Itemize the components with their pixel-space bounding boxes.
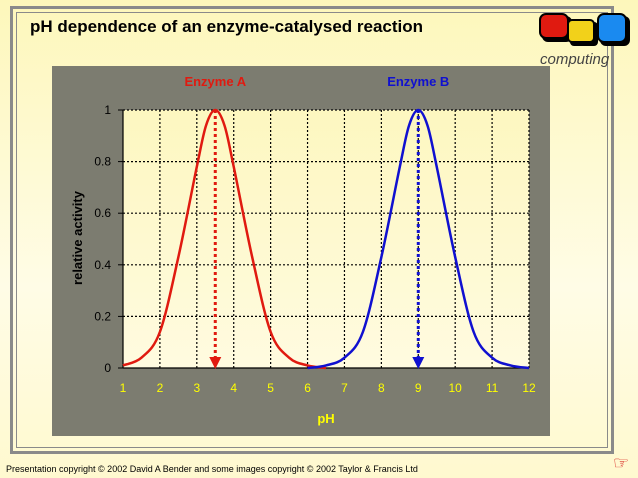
x-tick-label: 5: [267, 381, 274, 395]
x-tick-label: 1: [120, 381, 127, 395]
x-tick-label: 12: [522, 381, 536, 395]
series-label-0: Enzyme A: [184, 74, 246, 89]
y-axis-label: relative activity: [70, 190, 85, 285]
optimum-arrow-0: [209, 357, 222, 369]
x-axis-label: pH: [317, 411, 334, 426]
x-tick-label: 2: [157, 381, 164, 395]
slide-frame-inner: [16, 12, 608, 448]
x-tick-label: 11: [486, 381, 499, 395]
x-tick-label: 8: [378, 381, 385, 395]
series-line-0: [122, 108, 327, 370]
slide-title: pH dependence of an enzyme-catalysed rea…: [30, 17, 424, 36]
y-tick-label: 1: [104, 103, 111, 117]
series-labels: Enzyme A Enzyme B: [184, 74, 449, 89]
y-tick-label: 0: [104, 361, 111, 375]
optimum-arrow-1: [412, 357, 425, 369]
x-tick-label: 3: [193, 381, 200, 395]
x-tick-label: 6: [304, 381, 311, 395]
logo-block-b: [597, 13, 627, 43]
x-tick-label: 10: [449, 381, 463, 395]
plot-area: [123, 110, 529, 368]
x-tick-label: 7: [341, 381, 348, 395]
pointing-hand-icon[interactable]: ☞: [613, 453, 630, 473]
x-tick-label: 9: [415, 381, 422, 395]
y-tick-label: 0.2: [94, 309, 111, 323]
logo-text: computing: [540, 51, 610, 68]
y-tick-label: 0.8: [94, 155, 111, 169]
optimum-markers: [209, 110, 425, 369]
logo-block-a: [567, 19, 595, 43]
dab-computing-logo: computing: [539, 13, 630, 68]
y-tick-label: 0.6: [94, 206, 111, 220]
x-tick-label: 4: [230, 381, 237, 395]
y-tick-label: 0.4: [94, 258, 111, 272]
copyright-footer: Presentation copyright © 2002 David A Be…: [6, 464, 418, 474]
slide-frame-outer: [10, 6, 614, 454]
logo-block-d: [539, 13, 569, 39]
series-label-1: Enzyme B: [387, 74, 449, 89]
